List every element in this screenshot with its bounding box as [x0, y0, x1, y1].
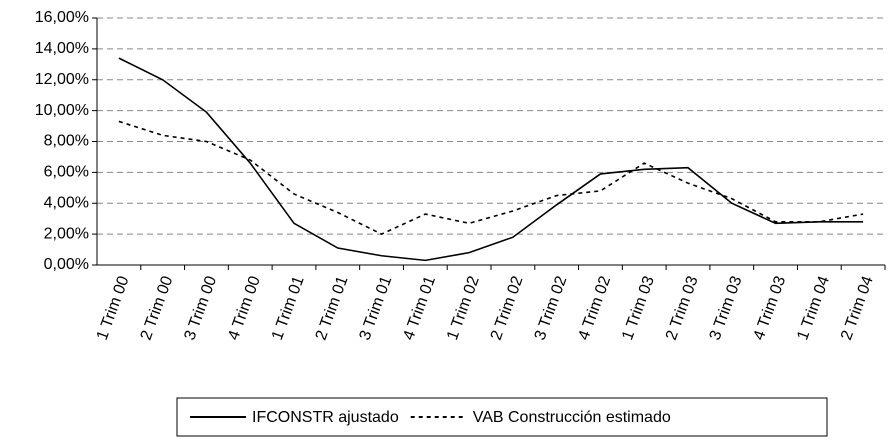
- y-tick-label: 2,00%: [44, 225, 89, 242]
- x-tick-label: 3 Trim 03: [707, 274, 746, 343]
- y-tick-label: 8,00%: [44, 133, 89, 150]
- x-tick-label: 4 Trim 01: [400, 274, 439, 343]
- x-tick-label: 2 Trim 02: [488, 274, 527, 343]
- x-tick-label: 3 Trim 00: [181, 274, 220, 343]
- x-tick-label: 3 Trim 02: [532, 274, 571, 343]
- x-tick-label: 4 Trim 02: [575, 274, 614, 343]
- legend-label: IFCONSTR ajustado: [252, 409, 399, 426]
- y-tick-label: 10,00%: [35, 102, 89, 119]
- x-tick-label: 1 Trim 00: [94, 274, 133, 343]
- x-tick-label: 1 Trim 04: [794, 274, 833, 343]
- y-tick-label: 6,00%: [44, 164, 89, 181]
- y-tick-label: 4,00%: [44, 194, 89, 211]
- x-tick-label: 2 Trim 01: [313, 274, 352, 343]
- series-line: [118, 120, 864, 236]
- x-tick-label: 3 Trim 01: [356, 274, 395, 343]
- y-tick-label: 0,00%: [44, 256, 89, 273]
- x-tick-label: 2 Trim 00: [138, 274, 177, 343]
- x-tick-label: 1 Trim 01: [269, 274, 308, 343]
- y-tick-label: 12,00%: [35, 71, 89, 88]
- y-tick-label: 14,00%: [35, 40, 89, 57]
- x-tick-label: 1 Trim 02: [444, 274, 483, 343]
- legend-box: [176, 397, 828, 437]
- x-tick-label: 4 Trim 03: [750, 274, 789, 343]
- x-tick-label: 1 Trim 03: [619, 274, 658, 343]
- x-tick-label: 2 Trim 04: [838, 274, 877, 343]
- y-tick-label: 16,00%: [35, 9, 89, 26]
- x-tick-label: 4 Trim 00: [225, 274, 264, 343]
- legend-label: VAB Construcción estimado: [473, 409, 671, 426]
- x-tick-label: 2 Trim 03: [663, 274, 702, 343]
- series-line: [118, 57, 864, 262]
